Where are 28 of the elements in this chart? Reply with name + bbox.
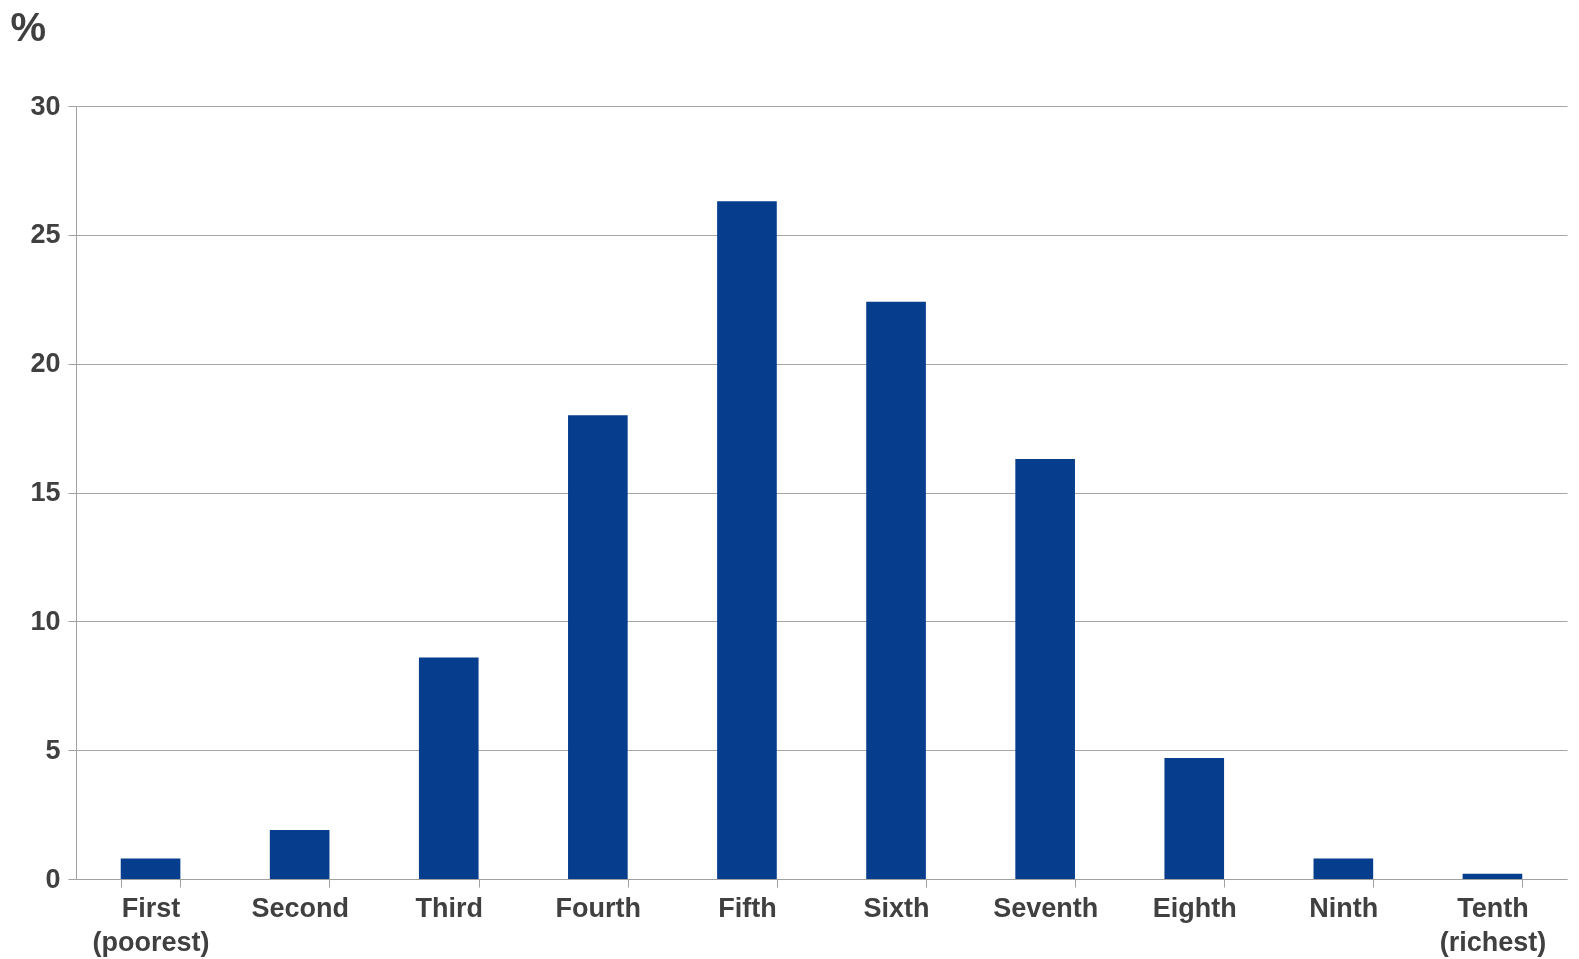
y-tick-label: 0 xyxy=(45,863,61,894)
y-tick-label: 20 xyxy=(30,348,61,379)
y-axis-title: % xyxy=(10,4,47,49)
x-tick-label: Sixth xyxy=(863,892,930,923)
y-tick-label: 30 xyxy=(30,90,61,121)
x-tick-label: First (poorest) xyxy=(92,892,210,957)
bar xyxy=(1015,459,1075,879)
bar xyxy=(1462,873,1523,879)
bar xyxy=(866,301,926,879)
y-tick-label: 10 xyxy=(30,605,61,636)
x-tick-label: Fourth xyxy=(555,892,642,923)
bar xyxy=(568,415,628,879)
x-tick-label: Second xyxy=(251,892,349,923)
x-tick-label: Ninth xyxy=(1309,892,1379,923)
x-tick-label: Fifth xyxy=(718,892,777,923)
x-tick-label: Tenth (richest) xyxy=(1439,892,1547,957)
bar xyxy=(1164,757,1225,879)
y-tick-label: 15 xyxy=(30,477,61,507)
y-tick-label: 5 xyxy=(45,734,61,765)
x-tick-label: Seventh xyxy=(993,892,1099,923)
y-tick-label: 25 xyxy=(30,219,61,250)
bar xyxy=(269,830,330,879)
bar xyxy=(717,201,777,879)
x-tick-label: Third xyxy=(415,892,483,923)
x-tick-label: Eighth xyxy=(1152,892,1237,923)
bar xyxy=(120,858,181,879)
bar xyxy=(418,657,479,879)
bar xyxy=(1313,858,1374,879)
